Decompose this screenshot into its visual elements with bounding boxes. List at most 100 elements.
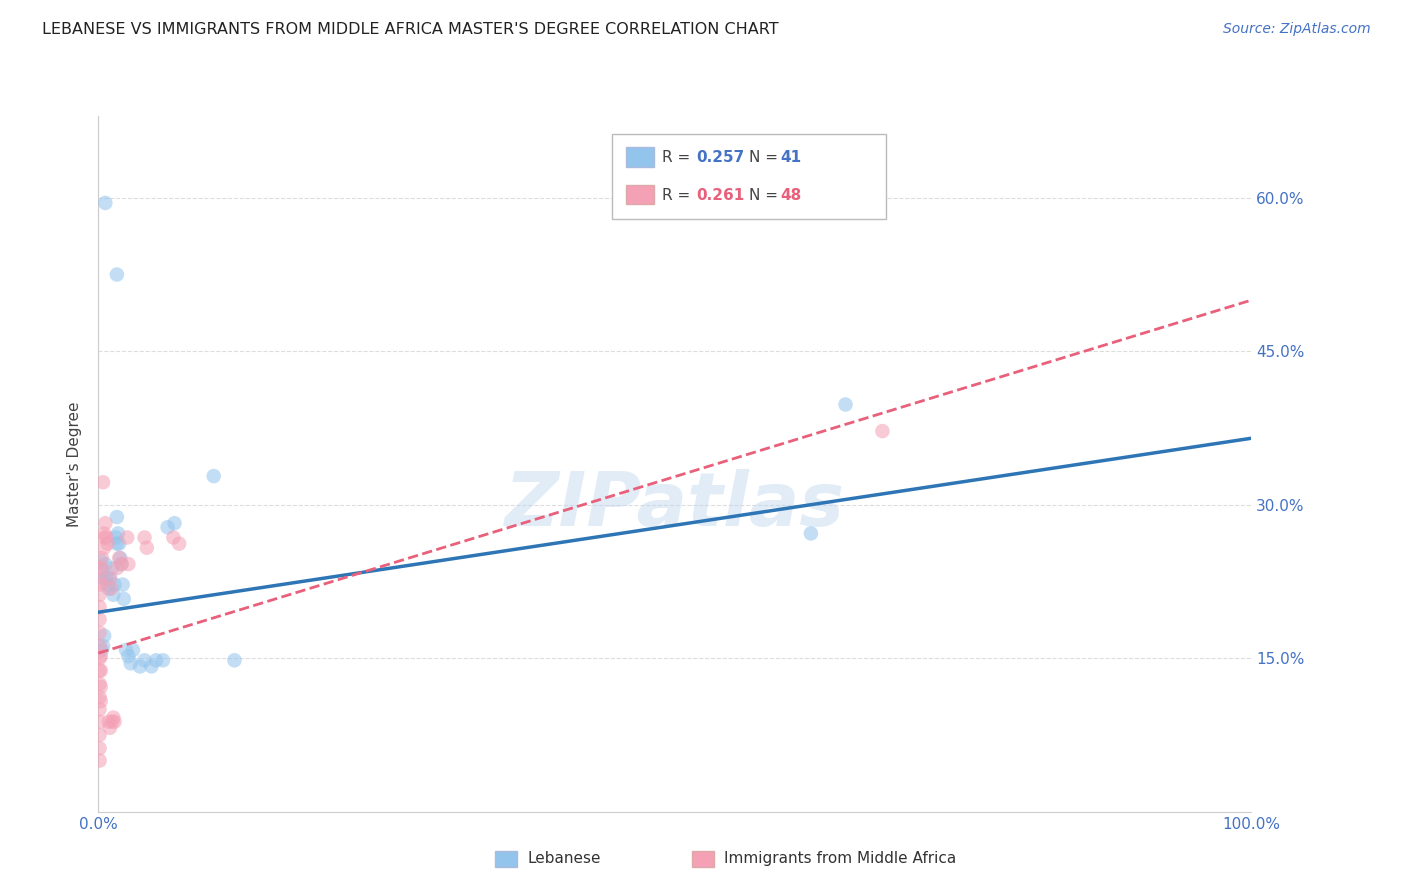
Point: [89, 702, 111, 716]
Point: [103, 710, 125, 724]
Text: Source: ZipAtlas.com: Source: ZipAtlas.com: [1223, 22, 1371, 37]
Point: [134, 531, 156, 545]
Point: [89, 677, 111, 691]
Point: [89, 625, 111, 640]
Text: ●: ●: [695, 848, 711, 868]
Point: [800, 526, 823, 541]
Point: [104, 531, 127, 545]
Point: [110, 557, 132, 571]
Point: [112, 591, 135, 606]
Point: [90, 561, 112, 575]
Point: [108, 536, 131, 550]
Point: [89, 754, 111, 768]
Text: Immigrants from Middle Africa: Immigrants from Middle Africa: [724, 851, 956, 865]
Point: [115, 643, 138, 657]
Point: [98, 721, 121, 735]
Point: [152, 653, 174, 667]
Point: [98, 571, 121, 585]
Text: R =: R =: [662, 151, 696, 165]
Text: 0.261: 0.261: [696, 188, 744, 202]
Point: [103, 577, 125, 591]
Point: [89, 561, 111, 575]
Point: [89, 588, 111, 602]
Point: [117, 531, 139, 545]
Point: [93, 531, 115, 545]
Point: [96, 531, 118, 545]
Point: [90, 577, 112, 591]
Point: [89, 728, 111, 742]
Point: [101, 714, 124, 729]
Point: [105, 561, 128, 575]
Text: N =: N =: [749, 188, 783, 202]
Point: [103, 714, 125, 729]
Point: [105, 268, 128, 282]
Point: [110, 551, 132, 566]
Text: 41: 41: [780, 151, 801, 165]
Point: [89, 714, 111, 729]
Point: [89, 639, 111, 653]
Point: [98, 571, 121, 585]
Point: [89, 612, 111, 626]
Text: LEBANESE VS IMMIGRANTS FROM MIDDLE AFRICA MASTER'S DEGREE CORRELATION CHART: LEBANESE VS IMMIGRANTS FROM MIDDLE AFRIC…: [42, 22, 779, 37]
Point: [110, 557, 132, 571]
Point: [90, 643, 112, 657]
Point: [145, 653, 167, 667]
Point: [94, 557, 117, 571]
Point: [97, 582, 120, 596]
Point: [93, 629, 115, 643]
Point: [96, 571, 118, 585]
Point: [872, 424, 894, 438]
Point: [89, 741, 111, 756]
Point: [162, 531, 184, 545]
Point: [89, 574, 111, 589]
Point: [202, 469, 225, 483]
Point: [163, 516, 186, 531]
Point: [103, 588, 125, 602]
Point: [90, 551, 112, 566]
Point: [120, 657, 142, 671]
Text: Lebanese: Lebanese: [527, 851, 600, 865]
Point: [93, 571, 115, 585]
Point: [94, 196, 117, 211]
Text: 0.257: 0.257: [696, 151, 744, 165]
Point: [122, 643, 145, 657]
Point: [156, 520, 179, 534]
Point: [141, 659, 163, 673]
Point: [108, 551, 131, 566]
Point: [129, 659, 152, 673]
Point: [111, 577, 134, 591]
Point: [107, 526, 129, 541]
Point: [105, 510, 128, 524]
Point: [91, 639, 114, 653]
Point: [100, 582, 122, 596]
Point: [93, 526, 115, 541]
Point: [101, 561, 124, 575]
Point: [91, 564, 114, 578]
Point: [90, 649, 112, 664]
Point: [94, 516, 117, 531]
Point: [90, 664, 112, 678]
Text: N =: N =: [749, 151, 783, 165]
Point: [97, 536, 120, 550]
Point: [134, 653, 156, 667]
Point: [89, 600, 111, 615]
Point: [90, 554, 112, 568]
Text: ●: ●: [498, 848, 515, 868]
Point: [117, 649, 139, 664]
Point: [90, 694, 112, 708]
Point: [89, 651, 111, 665]
Point: [89, 690, 111, 705]
Point: [135, 541, 157, 555]
Point: [834, 397, 856, 411]
Point: [93, 541, 115, 555]
Text: 48: 48: [780, 188, 801, 202]
Point: [97, 577, 120, 591]
Point: [89, 664, 111, 678]
Point: [91, 475, 114, 490]
Y-axis label: Master's Degree: Master's Degree: [67, 401, 83, 526]
Point: [105, 536, 128, 550]
Point: [117, 557, 139, 571]
Point: [224, 653, 246, 667]
Text: R =: R =: [662, 188, 696, 202]
Point: [97, 714, 120, 729]
